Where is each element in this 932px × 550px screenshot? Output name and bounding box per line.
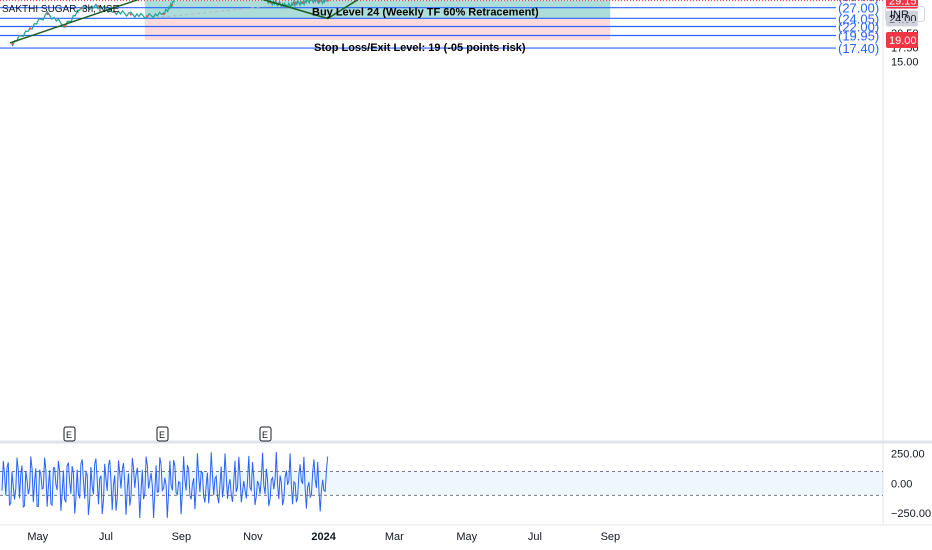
oscillator-tick-2: −250.00 [891,508,931,520]
price-point-25 [293,2,297,5]
price-badge-label-2: 24.00 [889,13,917,25]
price-badge-2 [886,10,918,27]
level-label-17: (19.95) [838,28,879,43]
price-point-2 [46,12,49,16]
time-tick-3: Nov [243,531,263,543]
earnings-marker-label-2: E [262,430,268,440]
level-label-13: (30.70) [838,0,879,4]
oscillator-pane [0,444,883,525]
level-label-16: (22.00) [838,20,879,35]
price-point-6 [113,10,116,14]
price-point-10 [170,3,173,7]
price-point-7 [129,13,132,16]
time-tick-4: 2024 [311,531,336,543]
stop-loss-zone [144,18,611,40]
profit-zone [144,0,611,19]
price-badge-label-3: 19.00 [889,35,917,47]
price-badge-3 [886,31,918,48]
earnings-marker-0 [63,426,76,442]
price-point-27 [310,0,313,2]
earnings-marker-label-0: E [66,430,72,440]
price-badge-label-1: 29.15 [889,0,917,8]
earnings-marker-2 [259,426,272,442]
oscillator-tick-1: 0.00 [891,478,912,490]
price-point-8 [145,15,149,18]
oscillator-line [1,451,329,519]
level-label-15: (24.05) [838,11,879,26]
level-label-14: (27.00) [838,1,879,16]
currency-button[interactable]: INR [885,6,925,22]
time-tick-1: Jul [99,531,113,543]
zigzag-path [9,0,359,44]
annotation-buy-level: Buy Level 24 (Weekly TF 60% Retracement) [312,6,539,18]
time-tick-6: May [456,531,477,543]
level-label-18: (17.40) [838,41,879,56]
symbol-title: SAKTHI SUGAR, 3h, NSE [2,4,120,15]
time-tick-2: Sep [172,531,192,543]
price-point-29 [326,0,329,2]
earnings-marker-label-1: E [159,430,165,440]
price-pane [0,0,883,440]
time-tick-8: Sep [601,531,621,543]
oscillator-tick-0: 250.00 [891,449,925,461]
price-series-line [11,0,328,47]
price-point-5 [96,5,100,8]
price-point-0 [11,42,14,46]
earnings-marker-1 [156,426,169,442]
time-tick-0: May [27,531,48,543]
price-point-4 [80,7,83,10]
price-point-1 [28,27,32,30]
price-point-3 [63,24,67,28]
time-tick-5: Mar [385,531,404,543]
annotation-stop-loss: Stop Loss/Exit Level: 19 (-05 points ris… [314,42,526,54]
baseline-dashed [155,5,275,19]
oscillator-band [0,471,883,496]
price-point-26 [301,1,305,4]
price-point-9 [162,12,165,16]
time-tick-7: Jul [528,531,542,543]
price-point-28 [318,0,321,3]
price-tick-7: 15.00 [891,57,919,69]
filled-profit-zone [144,0,611,19]
